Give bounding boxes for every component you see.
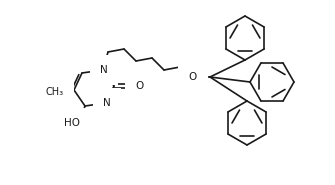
Text: N: N [100, 65, 108, 75]
Text: N: N [103, 98, 111, 108]
Text: O: O [189, 72, 197, 82]
Text: O: O [135, 81, 143, 91]
Text: CH₃: CH₃ [46, 87, 64, 97]
Text: HO: HO [64, 118, 80, 128]
